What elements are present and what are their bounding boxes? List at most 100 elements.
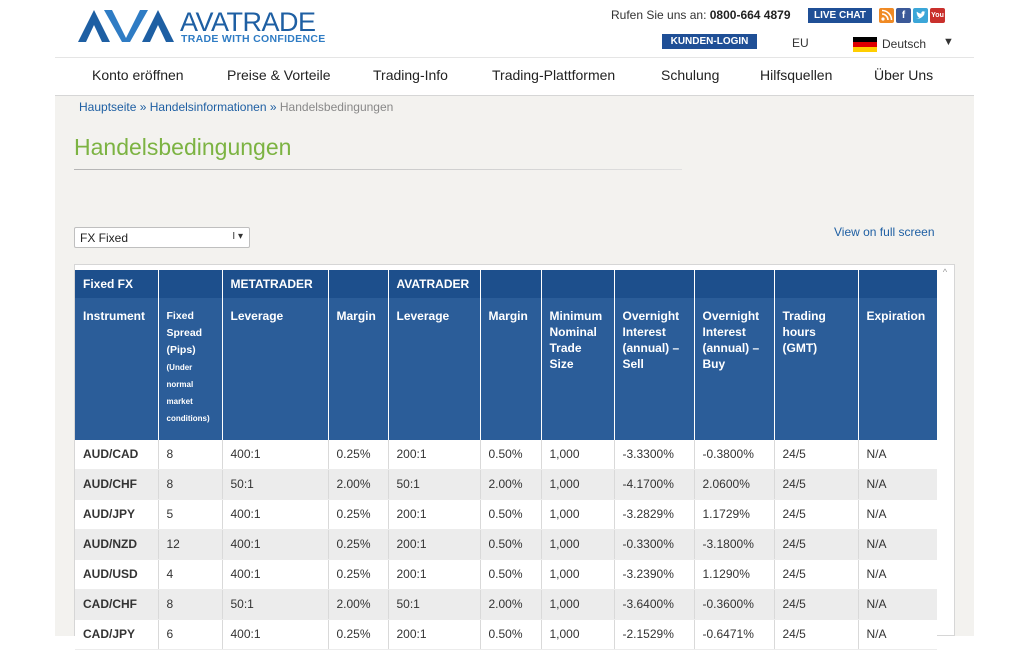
cell-ava-leverage: 200:1 bbox=[388, 619, 481, 650]
col-expiration: Expiration bbox=[858, 298, 937, 440]
phone-info: Rufen Sie uns an: 0800-664 4879 bbox=[611, 8, 791, 22]
region-selector[interactable]: EU bbox=[792, 36, 809, 50]
main-nav: Konto eröffnen Preise & Vorteile Trading… bbox=[55, 57, 974, 97]
chevron-down-icon[interactable]: ▼ bbox=[943, 36, 954, 48]
group-avatrader: AVATRADER bbox=[388, 270, 481, 298]
col-instrument: Instrument bbox=[75, 298, 159, 440]
cell-ava-margin: 0.50% bbox=[480, 559, 542, 590]
cell-min-trade: 1,000 bbox=[541, 469, 615, 500]
cell-spread: 8 bbox=[158, 440, 223, 470]
logo-name: AVATRADE bbox=[180, 7, 316, 37]
cell-spread: 5 bbox=[158, 499, 223, 530]
cell-ava-leverage: 50:1 bbox=[388, 469, 481, 500]
cell-ava-leverage: 200:1 bbox=[388, 499, 481, 530]
cell-trading-hours: 24/5 bbox=[774, 499, 859, 530]
cell-min-trade: 1,000 bbox=[541, 589, 615, 620]
customer-login-button[interactable]: KUNDEN-LOGIN bbox=[662, 34, 757, 49]
cell-mt-margin: 2.00% bbox=[328, 469, 389, 500]
cell-spread: 8 bbox=[158, 469, 223, 500]
cell-mt-leverage: 400:1 bbox=[222, 619, 329, 650]
language-label: Deutsch bbox=[882, 37, 927, 51]
cell-mt-margin: 0.25% bbox=[328, 619, 389, 650]
group-empty bbox=[541, 270, 615, 298]
cell-ava-margin: 0.50% bbox=[480, 440, 542, 470]
table-row: AUD/USD 4 400:1 0.25% 200:1 0.50% 1,000 … bbox=[75, 559, 937, 590]
cell-spread: 8 bbox=[158, 589, 223, 620]
nav-item-hilfsquellen[interactable]: Hilfsquellen bbox=[760, 67, 833, 83]
cell-mt-margin: 0.25% bbox=[328, 499, 389, 530]
nav-item-konto[interactable]: Konto eröffnen bbox=[92, 67, 184, 83]
col-ava-margin: Margin bbox=[480, 298, 542, 440]
nav-item-preise[interactable]: Preise & Vorteile bbox=[227, 67, 331, 83]
rss-icon[interactable] bbox=[879, 8, 894, 23]
cell-expiration: N/A bbox=[858, 529, 937, 560]
cell-spread: 4 bbox=[158, 559, 223, 590]
avatrade-logo[interactable]: AVATRADE TRADE WITH CONFIDENCE bbox=[78, 7, 328, 45]
cell-min-trade: 1,000 bbox=[541, 499, 615, 530]
cell-overnight-sell: -3.2829% bbox=[614, 499, 695, 530]
cell-overnight-buy: 1.1729% bbox=[694, 499, 775, 530]
cell-overnight-sell: -4.1700% bbox=[614, 469, 695, 500]
cell-ava-leverage: 200:1 bbox=[388, 559, 481, 590]
scroll-up-icon[interactable]: ^ bbox=[942, 267, 948, 277]
table-row: CAD/JPY 6 400:1 0.25% 200:1 0.50% 1,000 … bbox=[75, 619, 937, 650]
cell-trading-hours: 24/5 bbox=[774, 559, 859, 590]
page-title: Handelsbedingungen bbox=[74, 134, 292, 160]
breadcrumb-home[interactable]: Hauptseite bbox=[79, 100, 137, 114]
twitter-icon[interactable] bbox=[913, 8, 928, 23]
cell-instrument: CAD/CHF bbox=[75, 589, 159, 620]
table-row: AUD/NZD 12 400:1 0.25% 200:1 0.50% 1,000… bbox=[75, 529, 937, 560]
cell-overnight-buy: -0.3800% bbox=[694, 440, 775, 470]
group-empty bbox=[480, 270, 542, 298]
breadcrumb-separator: » bbox=[139, 100, 147, 114]
table-row: AUD/CAD 8 400:1 0.25% 200:1 0.50% 1,000 … bbox=[75, 440, 937, 470]
cell-instrument: CAD/JPY bbox=[75, 619, 159, 650]
cell-mt-leverage: 400:1 bbox=[222, 440, 329, 470]
nav-item-trading-plattformen[interactable]: Trading-Plattformen bbox=[492, 67, 616, 83]
col-trading-hours: Trading hours (GMT) bbox=[774, 298, 859, 440]
nav-item-trading-info[interactable]: Trading-Info bbox=[373, 67, 448, 83]
cell-expiration: N/A bbox=[858, 559, 937, 590]
nav-item-schulung[interactable]: Schulung bbox=[661, 67, 720, 83]
instrument-type-select[interactable]: FX Fixed I ▾ bbox=[74, 227, 250, 248]
col-fixed-spread: Fixed Spread (Pips) (Under normal market… bbox=[158, 298, 223, 440]
cell-ava-margin: 0.50% bbox=[480, 619, 542, 650]
table-row: AUD/JPY 5 400:1 0.25% 200:1 0.50% 1,000 … bbox=[75, 499, 937, 530]
cell-overnight-sell: -0.3300% bbox=[614, 529, 695, 560]
cell-overnight-buy: 2.0600% bbox=[694, 469, 775, 500]
table-column-header-row: Instrument Fixed Spread (Pips) (Under no… bbox=[75, 298, 937, 440]
group-empty bbox=[328, 270, 389, 298]
cell-ava-margin: 2.00% bbox=[480, 589, 542, 620]
cell-ava-leverage: 200:1 bbox=[388, 440, 481, 470]
table-group-header-row: Fixed FX METATRADER AVATRADER bbox=[75, 270, 937, 298]
cell-instrument: AUD/CHF bbox=[75, 469, 159, 500]
group-empty bbox=[614, 270, 695, 298]
cell-instrument: AUD/NZD bbox=[75, 529, 159, 560]
cell-trading-hours: 24/5 bbox=[774, 529, 859, 560]
nav-item-ueber-uns[interactable]: Über Uns bbox=[874, 67, 934, 83]
col-mt-leverage: Leverage bbox=[222, 298, 329, 440]
ava-logo-mark-icon bbox=[78, 10, 174, 42]
table-row: AUD/CHF 8 50:1 2.00% 50:1 2.00% 1,000 -4… bbox=[75, 469, 937, 500]
cell-overnight-sell: -3.6400% bbox=[614, 589, 695, 620]
cell-spread: 12 bbox=[158, 529, 223, 560]
breadcrumb: Hauptseite » Handelsinformationen » Hand… bbox=[79, 100, 393, 114]
view-full-screen-link[interactable]: View on full screen bbox=[834, 225, 935, 239]
cell-overnight-buy: -0.6471% bbox=[694, 619, 775, 650]
cell-min-trade: 1,000 bbox=[541, 619, 615, 650]
live-chat-button[interactable]: LIVE CHAT bbox=[808, 8, 872, 23]
language-selector[interactable]: Deutsch bbox=[853, 36, 926, 52]
title-divider bbox=[74, 169, 682, 170]
facebook-icon[interactable]: f bbox=[896, 8, 911, 23]
cell-mt-margin: 2.00% bbox=[328, 589, 389, 620]
cell-overnight-sell: -2.1529% bbox=[614, 619, 695, 650]
trading-conditions-table: Fixed FX METATRADER AVATRADER Instrument… bbox=[75, 270, 937, 650]
cell-min-trade: 1,000 bbox=[541, 440, 615, 470]
youtube-icon[interactable]: You Tube bbox=[930, 8, 946, 34]
group-empty bbox=[158, 270, 223, 298]
cell-overnight-buy: -3.1800% bbox=[694, 529, 775, 560]
col-ava-leverage: Leverage bbox=[388, 298, 481, 440]
breadcrumb-section[interactable]: Handelsinformationen bbox=[149, 100, 267, 114]
cell-ava-margin: 0.50% bbox=[480, 499, 542, 530]
group-fixed-fx: Fixed FX bbox=[75, 270, 159, 298]
